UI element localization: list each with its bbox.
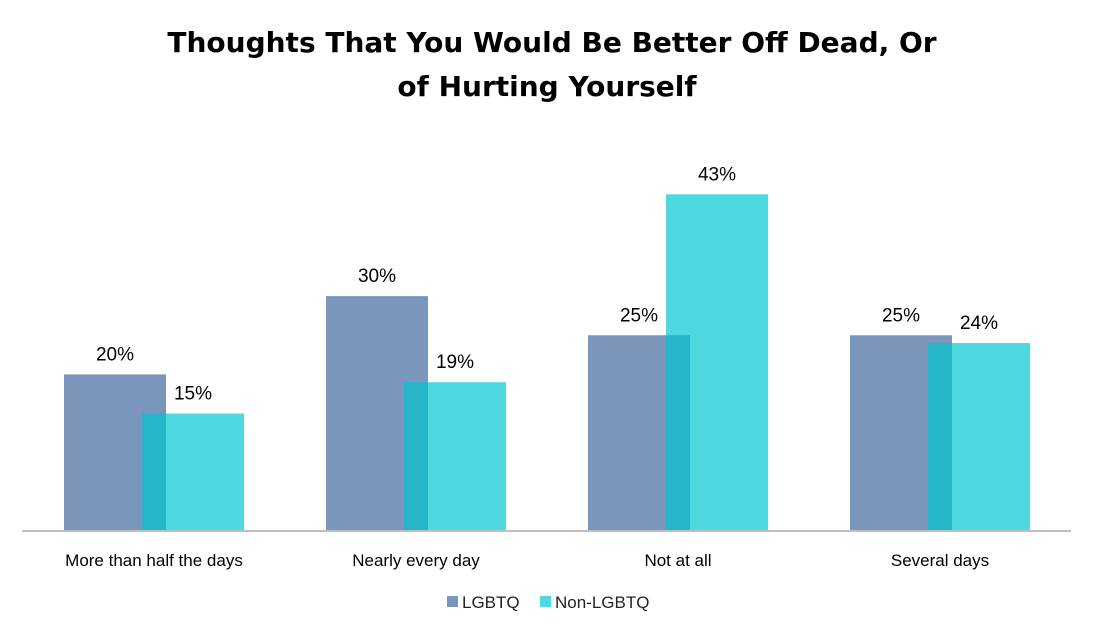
category-label-not-at-all: Not at all bbox=[644, 551, 711, 570]
legend: LGBTQ Non-LGBTQ bbox=[447, 593, 649, 612]
category-labels: More than half the days Nearly every day N… bbox=[65, 551, 989, 570]
value-label-non-lgbtq-nearly-every-day: 19% bbox=[436, 352, 474, 373]
category-label-several-days: Several days bbox=[891, 551, 989, 570]
value-label-non-lgbtq-not-at-all: 43% bbox=[698, 164, 736, 185]
chart-title-line-2: of Hurting Yourself bbox=[397, 70, 697, 103]
legend-swatch-non-lgbtq bbox=[540, 596, 551, 607]
value-labels: 20% 15% 30% 19% 25% 43% 25% 24% bbox=[96, 164, 998, 404]
value-label-lgbtq-several-days: 25% bbox=[882, 305, 920, 326]
bar-overlap-several-days bbox=[928, 343, 952, 531]
bar-overlap-nearly-every-day bbox=[404, 382, 428, 531]
bar-overlap-more-than-half-the-days bbox=[142, 413, 166, 531]
bar-overlap-not-at-all bbox=[666, 335, 690, 531]
bars-layer bbox=[64, 194, 1030, 531]
value-label-lgbtq-more-than-half-the-days: 20% bbox=[96, 344, 134, 365]
legend-label-non-lgbtq: Non-LGBTQ bbox=[555, 593, 649, 612]
value-label-lgbtq-nearly-every-day: 30% bbox=[358, 266, 396, 287]
overlap-layer bbox=[142, 335, 952, 531]
value-label-non-lgbtq-several-days: 24% bbox=[960, 313, 998, 334]
value-label-non-lgbtq-more-than-half-the-days: 15% bbox=[174, 384, 212, 405]
category-label-more-than-half-the-days: More than half the days bbox=[65, 551, 243, 570]
legend-label-lgbtq: LGBTQ bbox=[462, 593, 520, 612]
value-label-lgbtq-not-at-all: 25% bbox=[620, 305, 658, 326]
chart-title-line-1: Thoughts That You Would Be Better Off De… bbox=[167, 26, 936, 59]
category-label-nearly-every-day: Nearly every day bbox=[352, 551, 480, 570]
legend-swatch-lgbtq bbox=[447, 596, 458, 607]
